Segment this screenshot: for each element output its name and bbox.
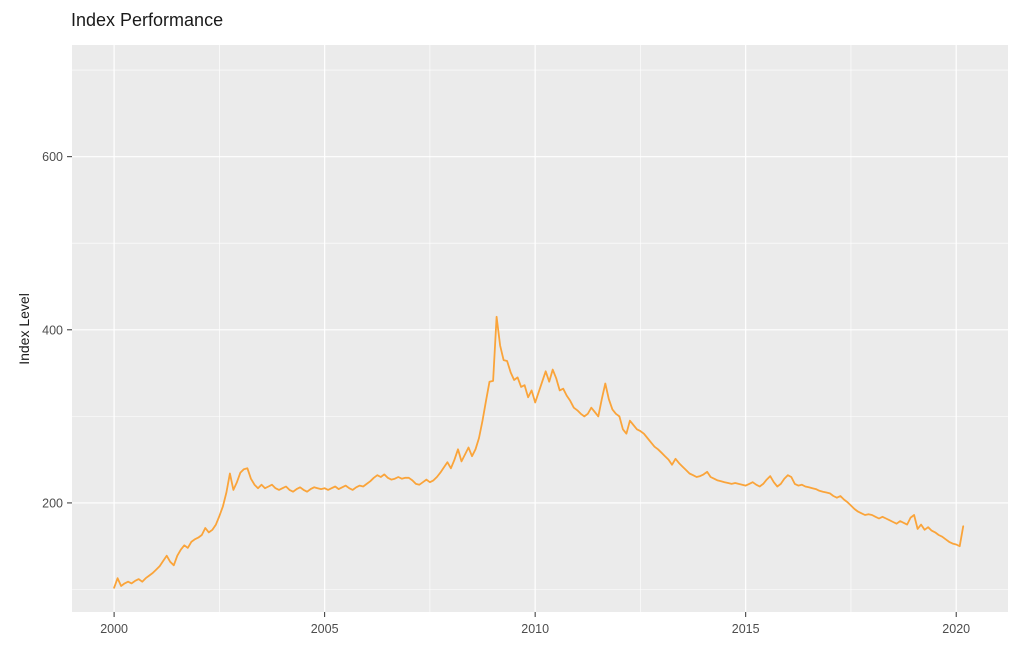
plot-panel xyxy=(72,45,1008,612)
x-tick-label: 2000 xyxy=(100,622,128,636)
y-tick-label: 200 xyxy=(42,496,63,510)
x-tick-label: 2005 xyxy=(311,622,339,636)
y-axis-title: Index Level xyxy=(16,293,32,365)
x-tick-label: 2020 xyxy=(942,622,970,636)
y-tick-label: 600 xyxy=(42,150,63,164)
x-tick-label: 2010 xyxy=(521,622,549,636)
y-tick-label: 400 xyxy=(42,323,63,337)
series-line xyxy=(113,315,965,589)
chart-title: Index Performance xyxy=(71,10,224,30)
x-tick-label: 2015 xyxy=(732,622,760,636)
